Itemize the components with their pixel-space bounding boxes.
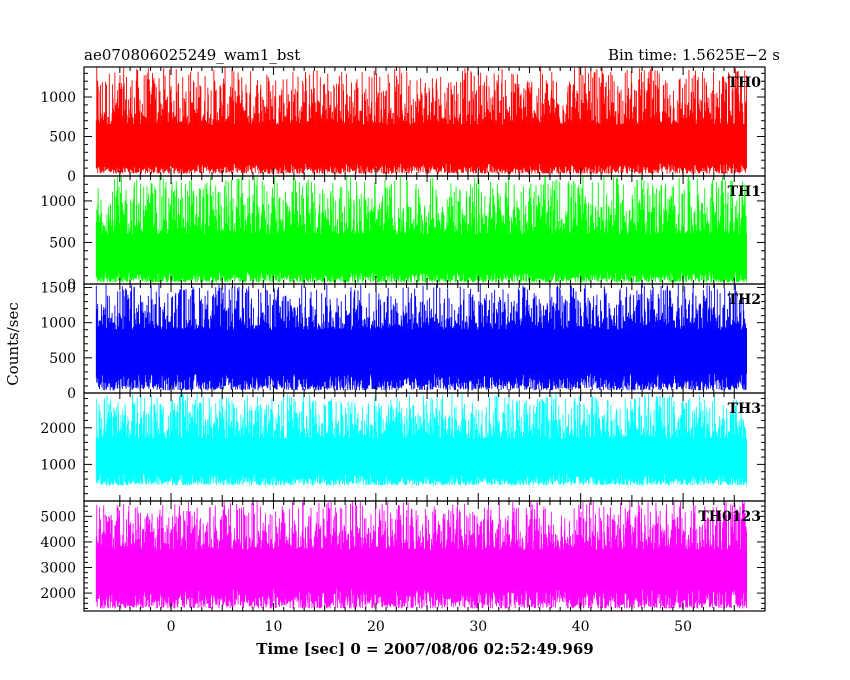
y-tick-label: 1500 bbox=[40, 281, 76, 297]
x-tick-label: 20 bbox=[367, 619, 385, 635]
series-th1-label: TH1 bbox=[728, 184, 761, 200]
y-tick-label: 500 bbox=[49, 130, 76, 146]
series-th0-label: TH0 bbox=[728, 75, 762, 91]
y-tick-label: 2000 bbox=[40, 421, 76, 437]
x-tick-label: 10 bbox=[265, 619, 283, 635]
header-left-title: ae070806025249_wam1_bst bbox=[84, 46, 300, 64]
y-tick-label: 5000 bbox=[40, 509, 76, 525]
series-th3-line bbox=[95, 393, 748, 486]
x-tick-label: 0 bbox=[167, 619, 176, 635]
series-th2-line bbox=[95, 284, 748, 391]
panel-th3: 1000 2000 TH3 bbox=[40, 392, 766, 502]
y-tick-label: 1000 bbox=[40, 194, 76, 210]
y-tick-label: 500 bbox=[49, 235, 76, 251]
y-tick-label: 1000 bbox=[40, 316, 76, 332]
panels-group: 05001000TH005001000TH1050010001500TH2100… bbox=[40, 66, 766, 635]
x-tick-label: 30 bbox=[469, 619, 487, 635]
panel-th0: 0 500 1000 TH0 bbox=[40, 66, 766, 185]
panel-th0123-frame bbox=[83, 500, 766, 612]
series-th3-label: TH3 bbox=[728, 401, 761, 417]
series-th0-line bbox=[95, 67, 748, 174]
y-tick-label: 4000 bbox=[40, 535, 76, 551]
series-th0123-line bbox=[95, 501, 748, 609]
y-tick-label: 3000 bbox=[40, 561, 76, 577]
series-th0123-label: TH0123 bbox=[698, 509, 761, 525]
panel-th1: 0 500 1000 TH1 bbox=[40, 175, 766, 293]
series-th1-line bbox=[95, 176, 748, 283]
x-tick-label: 40 bbox=[572, 619, 590, 635]
x-axis-label: Time [sec] 0 = 2007/08/06 02:52:49.969 bbox=[256, 640, 593, 658]
y-tick-label: 500 bbox=[49, 351, 76, 367]
y-tick-label: 0 bbox=[67, 277, 76, 293]
y-tick-label: 2000 bbox=[40, 586, 76, 602]
y-tick-label: 0 bbox=[67, 386, 76, 402]
y-tick-label: 1000 bbox=[40, 90, 76, 106]
header-right-title: Bin time: 1.5625E−2 s bbox=[608, 46, 780, 64]
y-tick-label: 0 bbox=[67, 169, 76, 185]
series-th2-label: TH2 bbox=[728, 292, 761, 308]
y-axis-label: Counts/sec bbox=[4, 302, 22, 386]
x-tick-label: 50 bbox=[674, 619, 692, 635]
y-tick-label: 1000 bbox=[40, 457, 76, 473]
panel-th0123: 2000 3000 4000 5000 TH0123 0 10 20 30 40 50 bbox=[40, 500, 766, 635]
panel-th2: 0 500 1000 1500 TH2 bbox=[40, 281, 766, 402]
